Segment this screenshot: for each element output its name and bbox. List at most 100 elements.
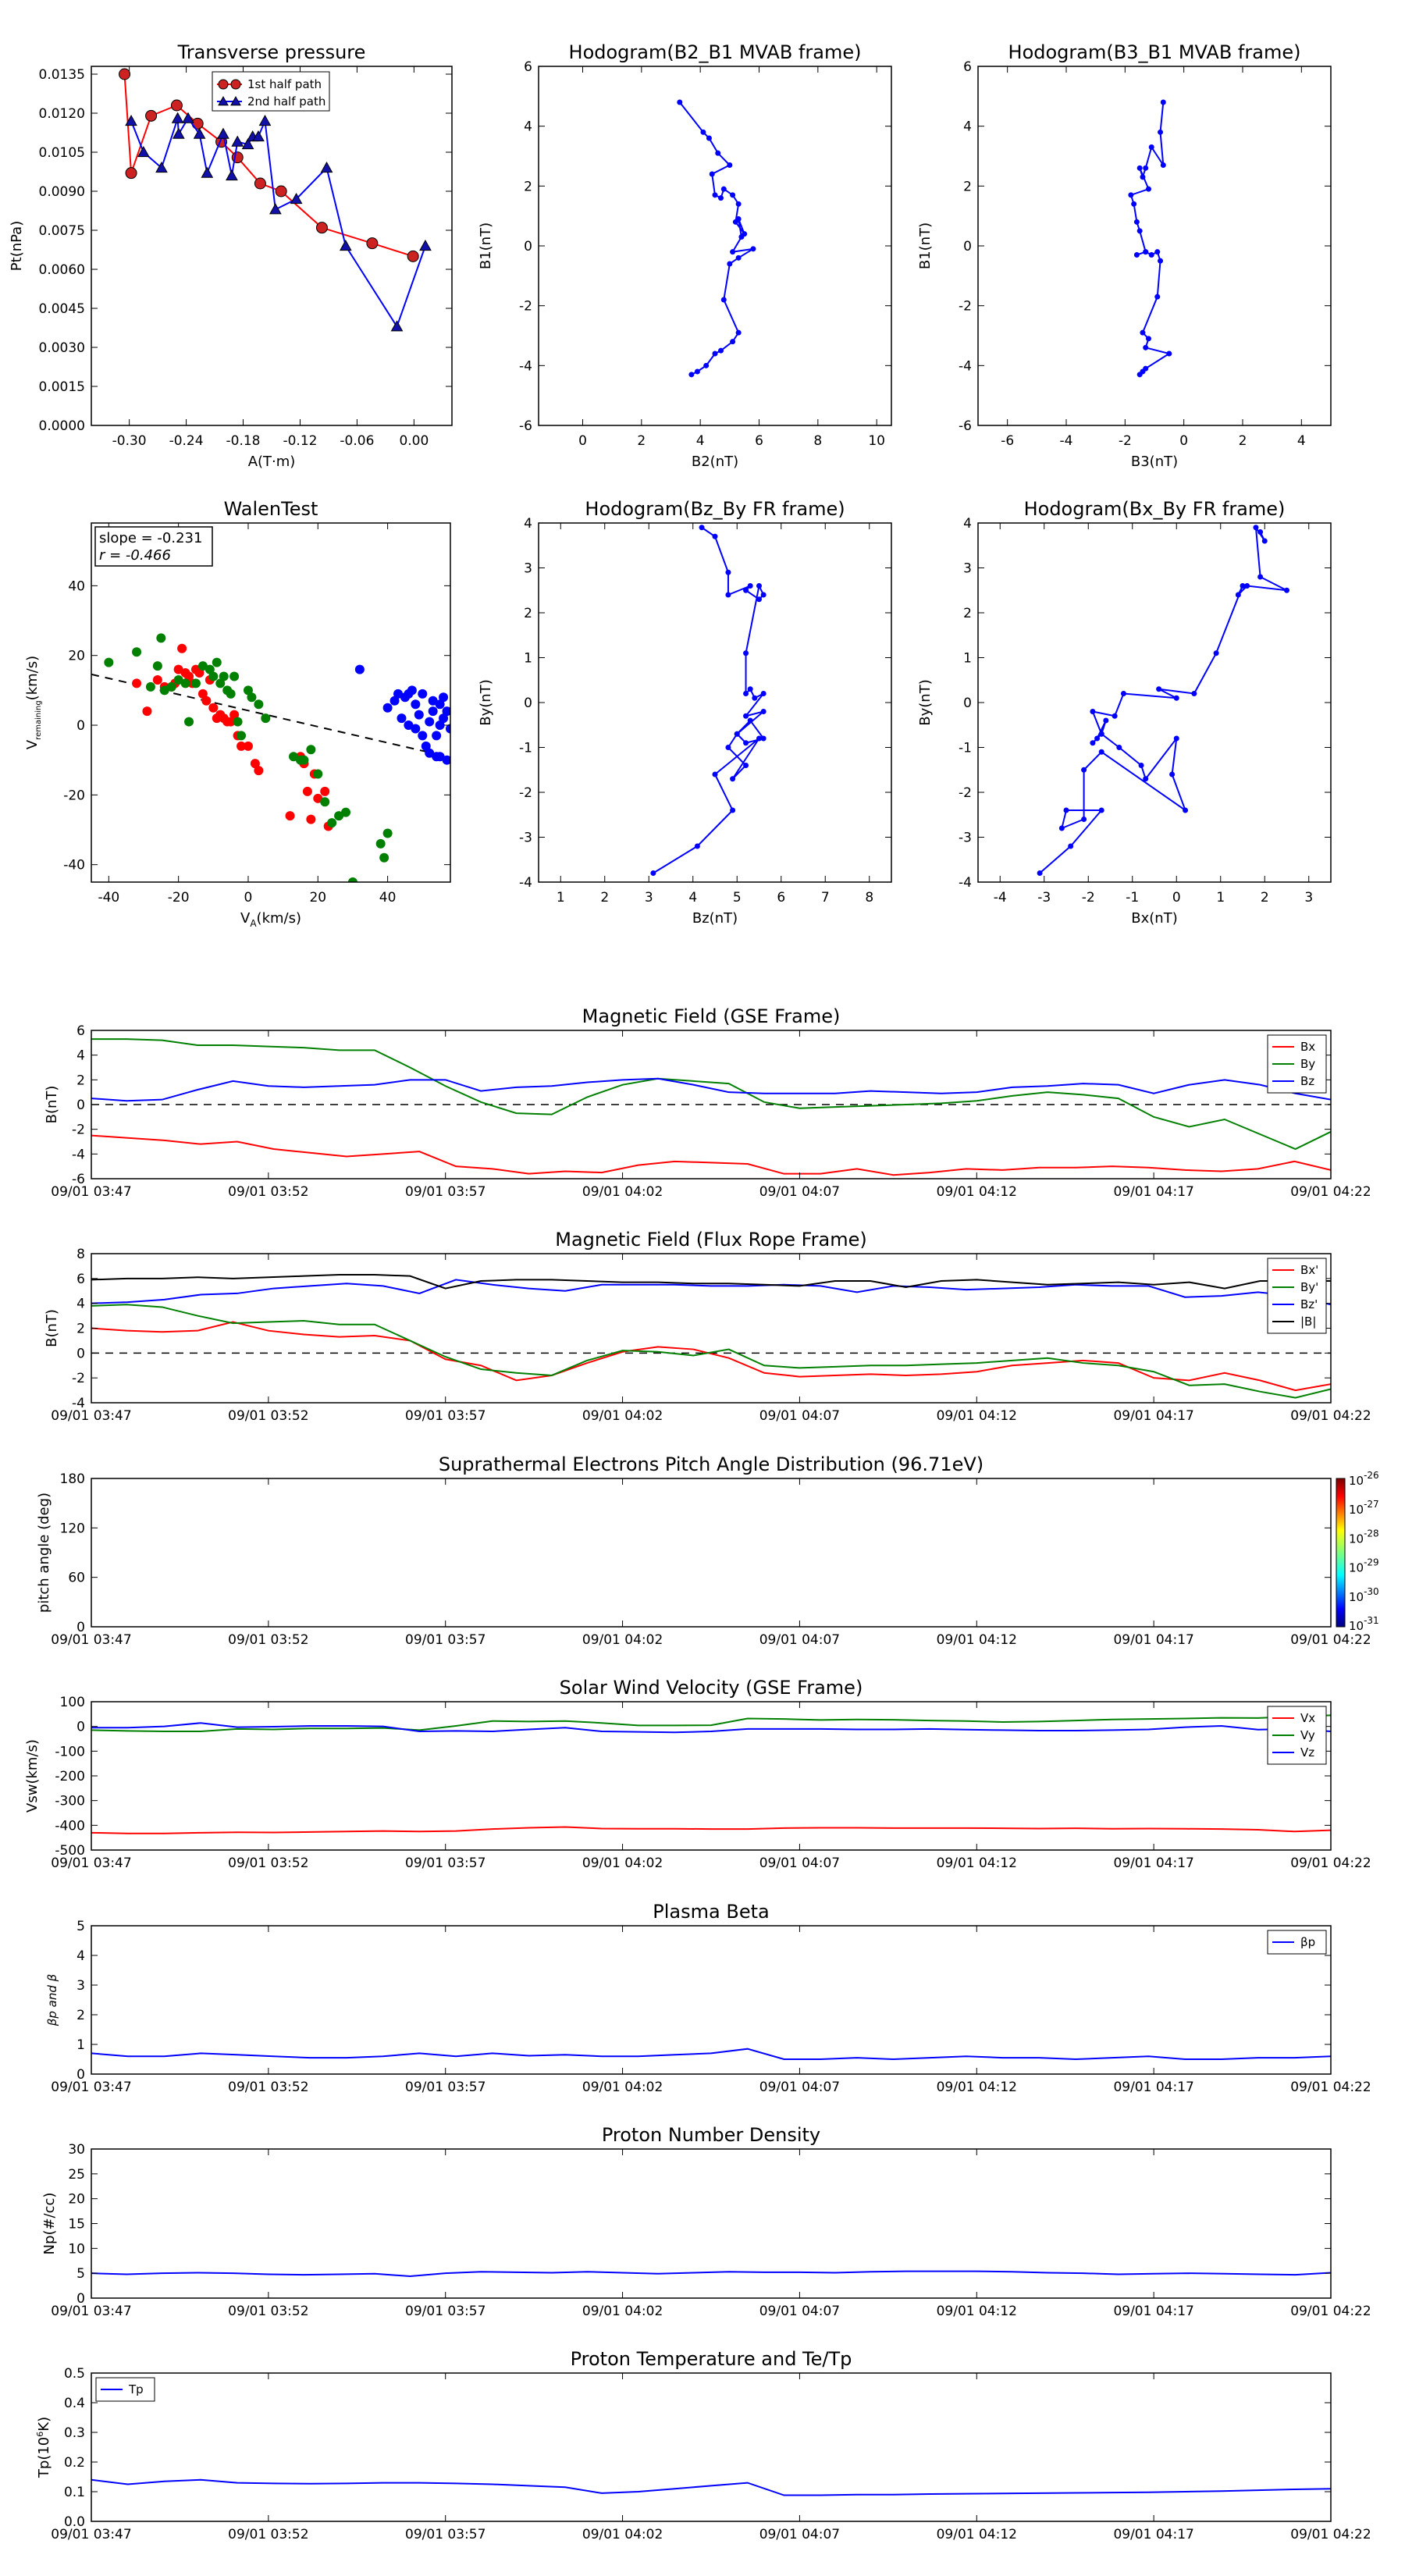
walen-series-blue-point	[439, 713, 449, 724]
pad-xtick-label: 09/01 04:17	[1113, 1632, 1193, 1648]
walen-series-green-point	[166, 681, 176, 692]
hbz-xtick-label: 6	[777, 890, 785, 906]
hb2-series-b2-b1-point	[730, 249, 736, 255]
walen-series-green-point	[334, 811, 344, 821]
hbz-series-bz-by-point	[756, 583, 762, 589]
tpr-ytick-label: 0.0	[64, 2514, 85, 2530]
tp-ytick-label: 0.0090	[39, 184, 85, 200]
walen-annotation-r: r = -0.466	[99, 547, 171, 564]
hbz-series-bz-by-point	[712, 771, 718, 777]
hbx-series-bx-by-point	[1112, 713, 1118, 719]
beta-xtick-label: 09/01 04:17	[1113, 2080, 1193, 2095]
walen-ytick-label: -20	[63, 788, 85, 803]
hb3-series-b3-b1-point	[1128, 192, 1134, 198]
hb2-series-b2-b1-point	[709, 171, 715, 177]
hbx-series-bx-by-point	[1244, 583, 1250, 589]
tpr-xtick-label: 09/01 04:12	[937, 2527, 1017, 2542]
tp-series-2nd-half-path-point	[290, 192, 303, 205]
pad-ylabel: pitch angle (deg)	[36, 1493, 52, 1613]
tp-series-2nd-half-path-point	[182, 112, 194, 123]
hbx-series-bx-by-point	[1094, 735, 1101, 742]
hbz-ytick-label: 1	[524, 651, 532, 667]
tp-series-2nd-half-path-line	[130, 116, 426, 329]
hbz-series-bz-by-point	[760, 592, 767, 598]
walen-series-green-point	[205, 664, 215, 674]
vsw-xtick-label: 09/01 03:57	[405, 1856, 486, 1871]
mffr-xtick-label: 09/01 04:12	[937, 1408, 1017, 1424]
hb2-series-b2-b1-point	[738, 234, 745, 240]
tp-series-2nd-half-path-point	[217, 127, 229, 139]
mfgse-ytick-label: -2	[72, 1123, 85, 1138]
vsw-title: Solar Wind Velocity (GSE Frame)	[560, 1677, 863, 1699]
tpr-ytick-label: 0.1	[64, 2485, 85, 2500]
hbz-xtick-label: 4	[688, 890, 697, 906]
hb3-series-b3-b1-point	[1154, 249, 1161, 255]
hb2-series-b2-b1-point	[735, 254, 742, 261]
mffr-ytick-label: -2	[72, 1371, 85, 1386]
hb3-series-b3-b1-point	[1158, 129, 1164, 135]
mffr-title: Magnetic Field (Flux Rope Frame)	[555, 1229, 866, 1251]
hb3-series-b3-b1-point	[1145, 186, 1151, 192]
walen-series-red-point	[152, 674, 162, 685]
vsw-ytick-label: -300	[55, 1794, 85, 1809]
hbx-series-bx-by-point	[1098, 749, 1104, 755]
pad-xtick-label: 09/01 04:07	[759, 1632, 840, 1648]
hb3-ytick-label: 4	[963, 119, 972, 135]
tpr-xtick-label: 09/01 04:07	[759, 2527, 840, 2542]
tp-series-1st-half-path-point	[125, 167, 137, 180]
hb2-ytick-label: 6	[524, 59, 532, 75]
beta-ytick-label: 4	[76, 1948, 85, 1964]
np-ytick-label: 10	[68, 2241, 85, 2257]
hb2-series-b2-b1-point	[718, 195, 724, 201]
tp-series-1st-half-path-point	[170, 99, 183, 112]
tp-title: Transverse pressure	[177, 41, 366, 63]
hb2-xlabel: B2(nT)	[692, 454, 738, 470]
hb2-series-b2-b1-point	[727, 261, 733, 267]
hb3-frame	[977, 66, 1332, 426]
mfgse-xtick-label: 09/01 04:07	[759, 1184, 840, 1200]
hb2-series-b2-b1-point	[727, 162, 733, 168]
np-xtick-label: 09/01 04:07	[759, 2304, 840, 2319]
tp-series-2nd-half-path-point	[258, 114, 272, 126]
tpr-series-tp-line	[91, 2478, 1331, 2496]
hb2-series-b2-b1-point	[712, 350, 718, 357]
vsw-ytick-label: -100	[55, 1744, 85, 1759]
beta-frame	[91, 1925, 1332, 2075]
hb3-series-b3-b1-point	[1145, 336, 1151, 342]
tp-xlabel: A(T·m)	[248, 454, 296, 470]
hbz-xtick-label: 1	[557, 890, 565, 906]
walen-series-red-point	[208, 703, 219, 713]
hb3-ytick-label: -4	[959, 358, 972, 374]
hbz-series-bz-by-point	[743, 763, 749, 768]
tp-series-2nd-half-path-point	[201, 166, 214, 178]
tp-xtick-label: 0.00	[399, 433, 429, 449]
hb2-series-b2-b1-point	[715, 150, 721, 156]
walen-xtick-label: -20	[168, 890, 190, 906]
hbx-xtick-label: -2	[1082, 890, 1095, 906]
beta-ytick-label: 5	[76, 1919, 85, 1934]
tpr-xtick-label: 09/01 04:22	[1290, 2527, 1371, 2542]
mffr-xtick-label: 09/01 04:22	[1290, 1408, 1371, 1424]
walen-series-green-point	[229, 671, 240, 681]
hbz-series-bz-by-point	[712, 533, 718, 539]
walen-series-red-point	[320, 786, 330, 796]
beta-series--p-line	[91, 2048, 1331, 2061]
walen-series-red-point	[313, 793, 323, 803]
hbz-series-bz-by-point	[730, 776, 736, 782]
hbz-series-bz-by-point	[760, 709, 767, 714]
hb2-ytick-label: -2	[519, 299, 532, 315]
hbz-series-bz-by-point	[743, 587, 749, 593]
hbx-series-bx-by-point	[1235, 592, 1241, 598]
hbz-series-bz-by-point	[725, 745, 731, 750]
walen-series-green-point	[180, 678, 190, 688]
hb3-series-b3-b1-point	[1143, 249, 1149, 255]
np-xtick-label: 09/01 04:02	[582, 2304, 663, 2319]
hbx-series-bx-by-point	[1098, 807, 1104, 813]
hbx-ytick-label: -1	[959, 741, 972, 756]
tp-xtick-label: -0.18	[226, 433, 261, 449]
mfgse-xtick-label: 09/01 03:57	[405, 1184, 486, 1200]
pad-xtick-label: 09/01 03:57	[405, 1632, 486, 1648]
mffr-ytick-label: 8	[76, 1247, 85, 1262]
hb2-ytick-label: 2	[524, 179, 532, 194]
tp-ytick-label: 0.0015	[39, 379, 85, 395]
